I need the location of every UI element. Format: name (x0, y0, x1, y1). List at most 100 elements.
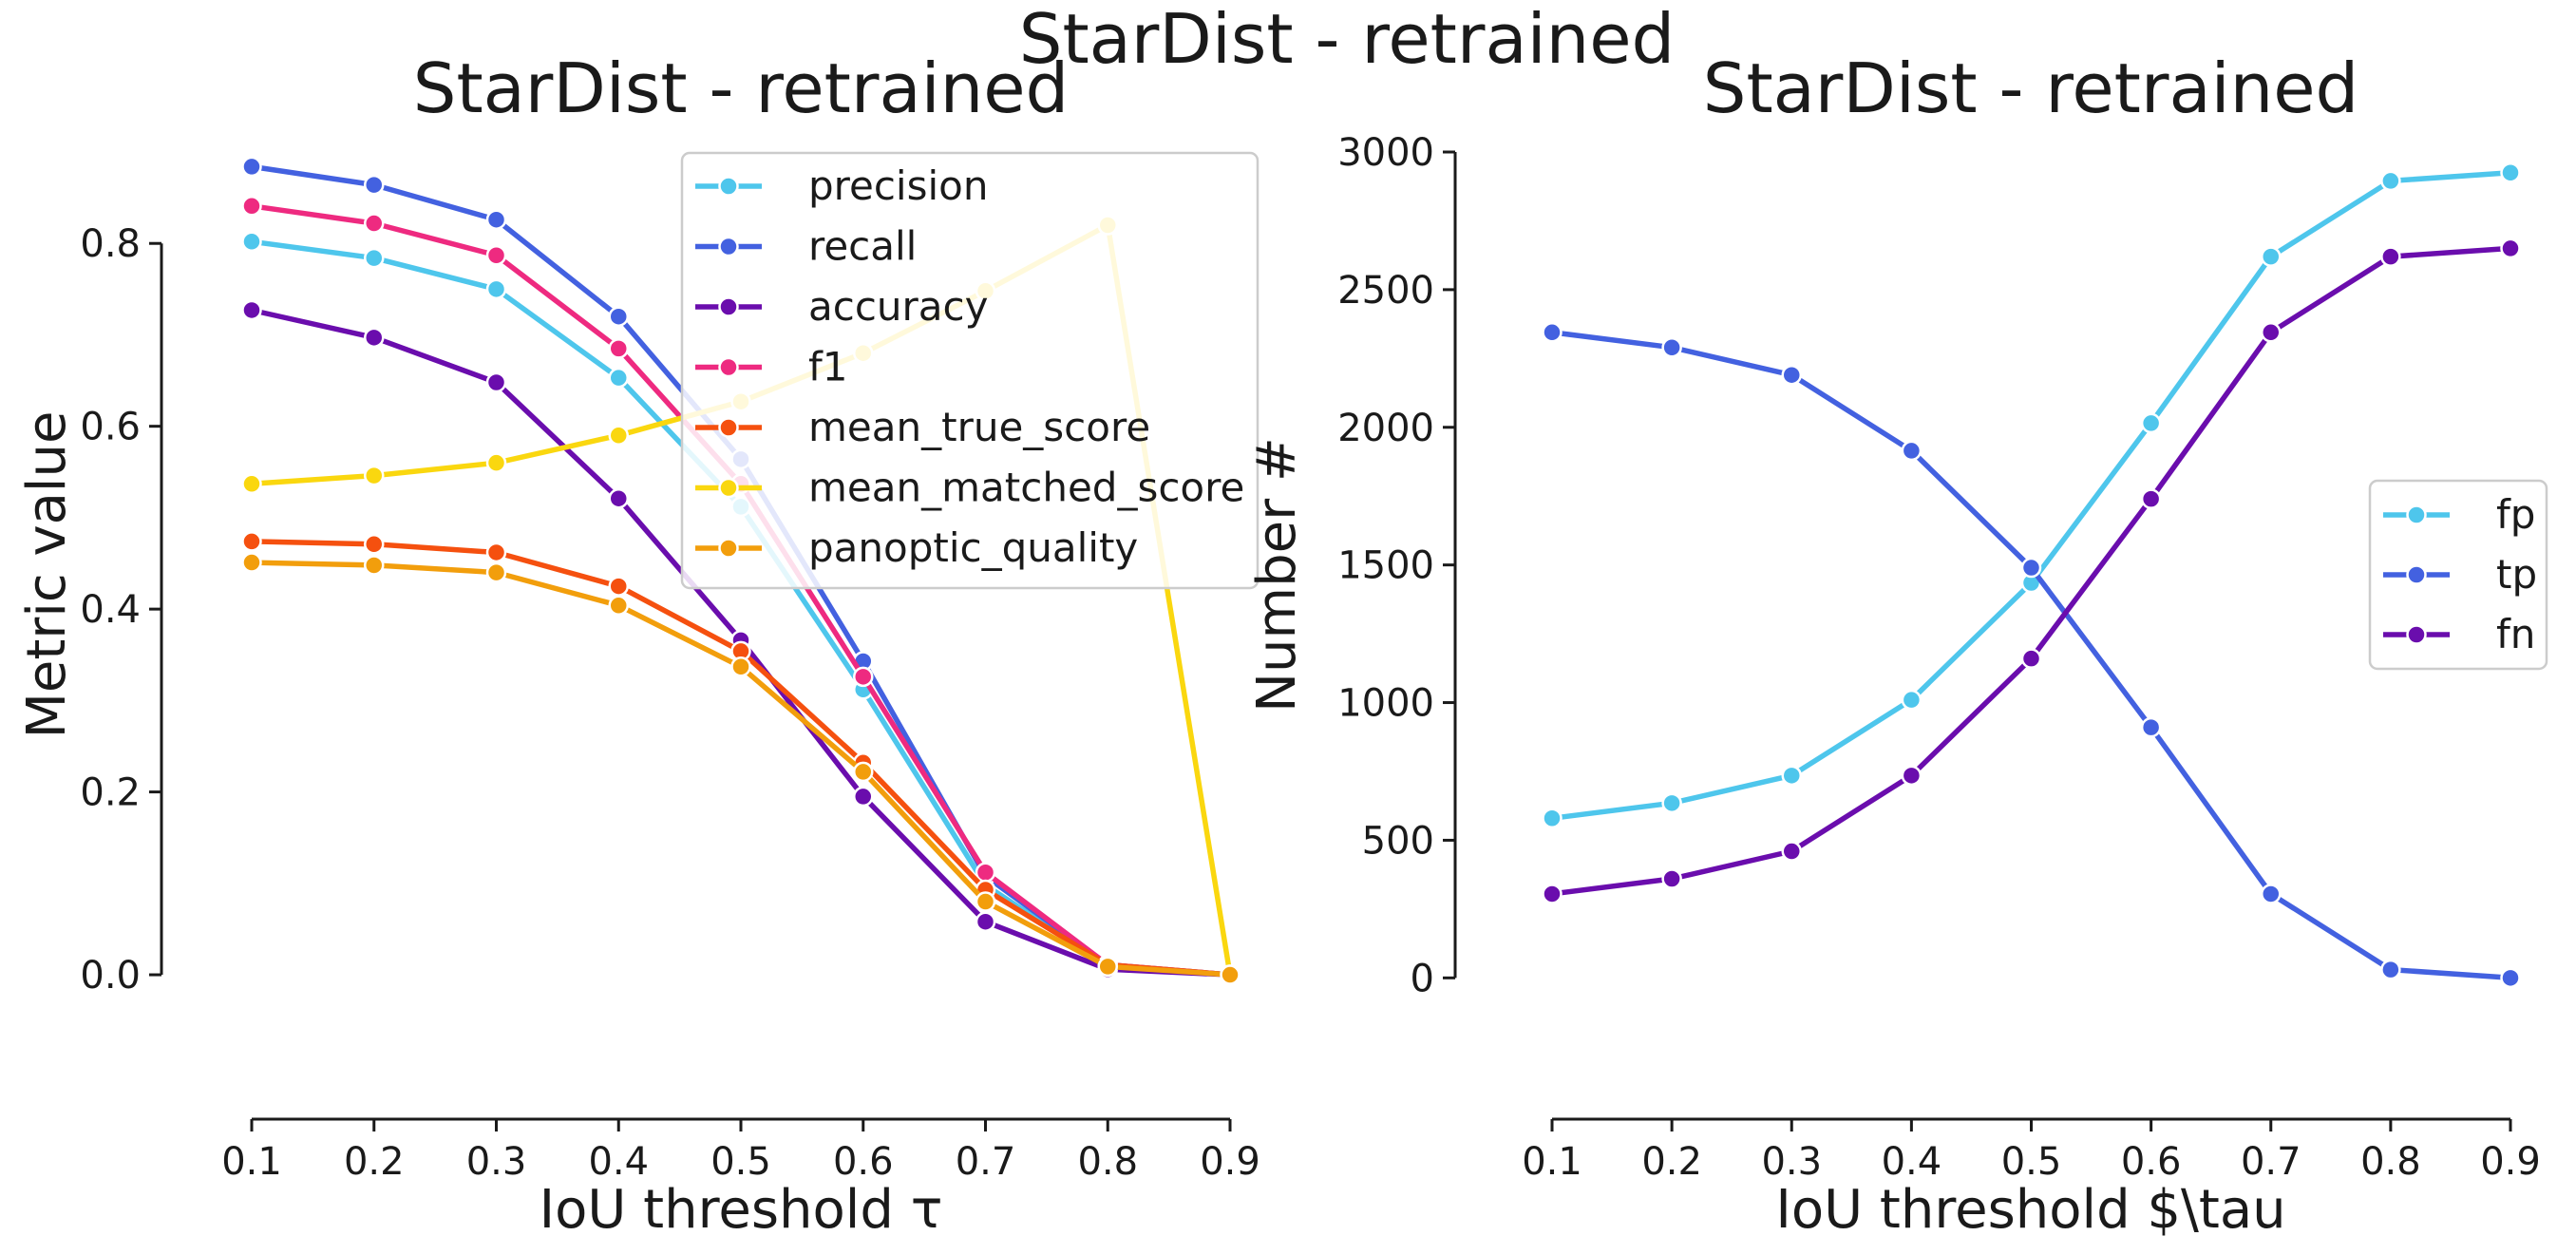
data-point-fn (1901, 765, 1923, 787)
legend-frame (680, 151, 1260, 590)
data-point-precision (364, 247, 385, 269)
data-point-precision (485, 278, 507, 300)
legend-label: panoptic_quality (808, 524, 1138, 571)
data-point-tp (2380, 959, 2401, 980)
data-point-tp (2261, 884, 2282, 904)
legend-swatch-marker (718, 236, 739, 257)
data-point-fp (1542, 808, 1563, 828)
y-tick-label: 0.2 (80, 771, 141, 815)
data-point-mean_true_score (364, 534, 385, 555)
data-point-fp (1661, 792, 1682, 814)
x-tick-label: 0.1 (1522, 1140, 1582, 1184)
data-point-recall (241, 156, 262, 178)
metrics-plot: StarDist - retrained IoU threshold τ Metri… (16, 48, 1260, 1241)
y-axis-label: Metric value (16, 411, 78, 739)
data-point-fp (2140, 412, 2162, 434)
data-point-fn (1661, 868, 1682, 889)
x-tick-label: 0.9 (1200, 1140, 1260, 1184)
data-point-f1 (364, 213, 385, 234)
legend-label: accuracy (808, 283, 989, 330)
legend-swatch-marker (2406, 564, 2427, 585)
legend-swatch-marker (718, 296, 739, 317)
data-point-fn (2261, 322, 2282, 343)
data-point-fp (2500, 162, 2521, 183)
data-point-accuracy (975, 911, 996, 932)
x-axis-label: IoU threshold $\tau (1775, 1179, 2285, 1241)
data-point-tp (2500, 967, 2521, 989)
data-point-tp (2020, 557, 2042, 579)
legend-frame (2368, 479, 2548, 671)
y-tick-label: 1000 (1337, 682, 1434, 726)
data-point-fn (2020, 648, 2042, 669)
x-tick-label: 0.2 (344, 1140, 405, 1184)
data-point-panoptic_quality (730, 656, 751, 677)
data-point-f1 (241, 196, 262, 217)
data-point-fn (1781, 841, 1802, 862)
series-fp (1542, 162, 2521, 828)
data-point-panoptic_quality (853, 761, 874, 783)
x-tick-label: 0.8 (2360, 1140, 2421, 1184)
data-point-panoptic_quality (1097, 956, 1118, 978)
data-point-f1 (485, 244, 507, 266)
data-point-tp (1542, 322, 1563, 343)
axes-title: StarDist - retrained (1703, 48, 2359, 128)
data-point-recall (608, 306, 629, 327)
series-tp (1542, 322, 2521, 989)
data-point-mean_matched_score (608, 425, 629, 447)
legend-swatch-marker (2406, 504, 2427, 525)
data-point-accuracy (241, 299, 262, 321)
y-tick-label: 3000 (1337, 131, 1434, 175)
data-point-tp (2140, 716, 2162, 738)
data-point-tp (1781, 364, 1802, 386)
data-point-recall (364, 174, 385, 196)
x-tick-label: 0.2 (1641, 1140, 1702, 1184)
axes-title: StarDist - retrained (413, 48, 1070, 128)
x-tick-label: 0.7 (956, 1140, 1016, 1184)
legend: precision recall accuracy f1 mean_true_score… (680, 151, 1260, 590)
x-axis-label: IoU threshold τ (540, 1179, 943, 1241)
legend-swatch-marker (718, 477, 739, 499)
data-point-mean_matched_score (485, 452, 507, 473)
y-tick-label: 0 (1411, 957, 1434, 1000)
x-tick-label: 0.1 (221, 1140, 282, 1184)
data-point-accuracy (853, 786, 874, 808)
legend-swatch-marker (718, 356, 739, 378)
data-point-precision (608, 367, 629, 389)
legend-label: mean_true_score (808, 404, 1150, 450)
legend: fp tp fn (2368, 479, 2548, 671)
data-point-panoptic_quality (241, 552, 262, 573)
x-tick-label: 0.3 (1761, 1140, 1822, 1184)
legend-swatch-marker (2406, 624, 2427, 645)
data-point-panoptic_quality (608, 595, 629, 617)
legend-label: fp (2496, 491, 2535, 538)
legend-swatch-marker (718, 538, 739, 559)
x-tick-label: 0.9 (2480, 1140, 2541, 1184)
data-point-accuracy (364, 327, 385, 349)
legend-label: fn (2496, 611, 2535, 657)
series-panoptic_quality (241, 552, 1241, 985)
legend-label: f1 (808, 344, 848, 390)
data-point-f1 (608, 338, 629, 359)
legend-swatch-marker (718, 176, 739, 197)
data-point-mean_true_score (485, 542, 507, 563)
data-point-panoptic_quality (364, 555, 385, 576)
x-tick-label: 0.6 (833, 1140, 894, 1184)
data-point-accuracy (608, 487, 629, 509)
data-point-f1 (853, 666, 874, 688)
data-point-mean_matched_score (241, 473, 262, 495)
data-point-fn (1542, 884, 1563, 904)
series-mean_true_score (241, 531, 1241, 985)
data-point-fn (2380, 246, 2401, 267)
legend-swatch-marker (718, 417, 739, 438)
y-axis-label: Number # (1246, 437, 1308, 713)
data-point-precision (241, 231, 262, 253)
data-point-recall (485, 209, 507, 230)
x-tick-label: 0.7 (2241, 1140, 2301, 1184)
y-tick-label: 0.8 (80, 222, 141, 266)
y-tick-label: 2500 (1337, 269, 1434, 313)
y-tick-label: 2000 (1337, 407, 1434, 450)
data-point-panoptic_quality (485, 561, 507, 583)
counts-plot: StarDist - retrained IoU threshold $\tau N… (1246, 48, 2548, 1241)
data-point-tp (1661, 336, 1682, 358)
